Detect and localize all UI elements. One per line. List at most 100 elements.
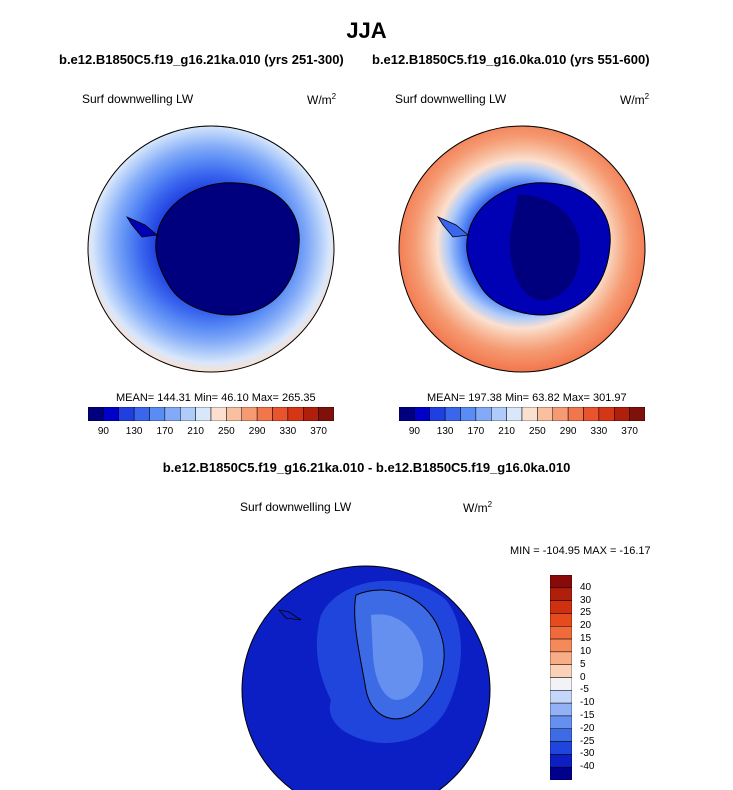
colorbar-swatch bbox=[550, 626, 572, 640]
colorbar-swatch bbox=[550, 575, 572, 589]
colorbar-swatch bbox=[133, 407, 150, 421]
colorbar-label: 0 bbox=[580, 671, 586, 683]
colorbar-swatch bbox=[414, 407, 430, 421]
colorbar-tick-label: 130 bbox=[125, 426, 143, 437]
colorbar-swatch bbox=[460, 407, 477, 421]
figure-title: JJA bbox=[346, 18, 387, 43]
colorbar-label: 20 bbox=[580, 620, 592, 632]
colorbar-swatch bbox=[550, 613, 572, 627]
colorbar-swatch bbox=[550, 677, 572, 691]
colorbar-swatch bbox=[550, 587, 572, 601]
colorbar-swatch bbox=[550, 664, 572, 678]
colorbar-swatch bbox=[256, 407, 273, 421]
panel-2-case-title: b.e12.B1850C5.f19_g16.0ka.010 (yrs 551-6… bbox=[372, 52, 650, 67]
difference-colorbar-labels: 40 30 25 20 15 10 5 0 -5 -10 -15 -20 -25 -30 -40 bbox=[580, 575, 620, 780]
colorbar-swatch bbox=[629, 407, 645, 421]
colorbar-tick-label: 370 bbox=[310, 426, 327, 437]
difference-variable: Surf downwelling LW bbox=[240, 500, 352, 514]
panel-2-colorbar-ticks: 90 130 170 210 250 290 330 370 bbox=[399, 426, 645, 440]
colorbar-swatch bbox=[550, 728, 572, 742]
colorbar-label: -40 bbox=[580, 761, 595, 773]
panel-1-case-title: b.e12.B1850C5.f19_g16.21ka.010 (yrs 251-… bbox=[59, 52, 344, 67]
colorbar-tick-label: 330 bbox=[590, 426, 608, 437]
colorbar-swatch bbox=[550, 651, 572, 665]
colorbar-label: 5 bbox=[580, 658, 586, 670]
panel-2-variable: Surf downwelling LW bbox=[395, 92, 507, 106]
colorbar-swatch bbox=[210, 407, 227, 421]
panel-1-variable: Surf downwelling LW bbox=[82, 92, 194, 106]
colorbar-swatch bbox=[241, 407, 258, 421]
colorbar-swatch bbox=[491, 407, 507, 421]
difference-units: W/m2 bbox=[463, 500, 493, 515]
colorbar-swatch bbox=[399, 407, 415, 421]
panel-1-stats: MEAN= 144.31 Min= 46.10 Max= 265.35 bbox=[116, 392, 316, 404]
colorbar-swatch bbox=[521, 407, 538, 421]
panel-1-colorbar bbox=[88, 407, 334, 421]
colorbar-swatch bbox=[614, 407, 630, 421]
colorbar-label: 30 bbox=[580, 594, 592, 606]
colorbar-tick-label: 370 bbox=[621, 426, 638, 437]
difference-stats: MIN = -104.95 MAX = -16.17 bbox=[510, 545, 651, 557]
difference-colorbar bbox=[550, 575, 572, 780]
colorbar-tick-label: 170 bbox=[156, 426, 174, 437]
colorbar-swatch bbox=[180, 407, 196, 421]
colorbar-swatch bbox=[550, 754, 572, 768]
colorbar-tick-label: 170 bbox=[467, 426, 485, 437]
colorbar-swatch bbox=[506, 407, 523, 421]
panel-2-units: W/m2 bbox=[620, 92, 650, 107]
colorbar-label: -25 bbox=[580, 735, 595, 747]
colorbar-swatch bbox=[475, 407, 492, 421]
colorbar-label: -15 bbox=[580, 709, 595, 721]
colorbar-label: -10 bbox=[580, 697, 595, 709]
colorbar-tick-label: 130 bbox=[436, 426, 454, 437]
colorbar-label: -5 bbox=[580, 684, 589, 696]
panel-2-colorbar bbox=[399, 407, 645, 421]
panel-1-map bbox=[87, 125, 335, 373]
colorbar-swatch bbox=[195, 407, 212, 421]
colorbar-swatch bbox=[537, 407, 553, 421]
colorbar-tick-label: 330 bbox=[279, 426, 297, 437]
colorbar-swatch bbox=[303, 407, 319, 421]
colorbar-swatch bbox=[318, 407, 334, 421]
colorbar-tick-label: 250 bbox=[529, 426, 546, 437]
colorbar-label: -30 bbox=[580, 748, 595, 760]
difference-map bbox=[241, 565, 491, 790]
difference-title: b.e12.B1850C5.f19_g16.21ka.010 - b.e12.B… bbox=[162, 460, 571, 475]
panel-2-stats: MEAN= 197.38 Min= 63.82 Max= 301.97 bbox=[427, 392, 627, 404]
colorbar-swatch bbox=[550, 766, 572, 780]
colorbar-swatch bbox=[583, 407, 600, 421]
colorbar-swatch bbox=[226, 407, 242, 421]
colorbar-swatch bbox=[550, 741, 572, 755]
colorbar-swatch bbox=[550, 715, 572, 729]
colorbar-swatch bbox=[164, 407, 181, 421]
colorbar-swatch bbox=[598, 407, 615, 421]
colorbar-swatch bbox=[550, 638, 572, 653]
colorbar-swatch bbox=[272, 407, 289, 421]
colorbar-label: -20 bbox=[580, 722, 595, 734]
colorbar-swatch bbox=[103, 407, 119, 421]
colorbar-tick-label: 210 bbox=[187, 426, 204, 437]
colorbar-swatch bbox=[149, 407, 166, 421]
colorbar-tick-label: 90 bbox=[97, 426, 109, 437]
colorbar-tick-label: 290 bbox=[248, 426, 266, 437]
panel-1-colorbar-ticks: 90 130 170 210 250 290 330 370 bbox=[88, 426, 334, 440]
colorbar-tick-label: 290 bbox=[559, 426, 577, 437]
panel-1-units: W/m2 bbox=[307, 92, 337, 107]
colorbar-label: 15 bbox=[580, 633, 592, 645]
colorbar-swatch bbox=[429, 407, 446, 421]
colorbar-tick-label: 90 bbox=[408, 426, 420, 437]
colorbar-swatch bbox=[88, 407, 104, 421]
colorbar-swatch bbox=[550, 600, 572, 614]
colorbar-swatch bbox=[550, 690, 572, 704]
colorbar-tick-label: 210 bbox=[498, 426, 515, 437]
colorbar-swatch bbox=[118, 407, 135, 421]
colorbar-tick-label: 250 bbox=[218, 426, 235, 437]
panel-2-map bbox=[398, 125, 646, 373]
colorbar-label: 25 bbox=[580, 607, 592, 619]
colorbar-swatch bbox=[567, 407, 584, 421]
colorbar-swatch bbox=[287, 407, 304, 421]
colorbar-swatch bbox=[550, 702, 572, 717]
colorbar-label: 40 bbox=[580, 581, 592, 593]
colorbar-label: 10 bbox=[580, 645, 592, 657]
colorbar-swatch bbox=[552, 407, 569, 421]
